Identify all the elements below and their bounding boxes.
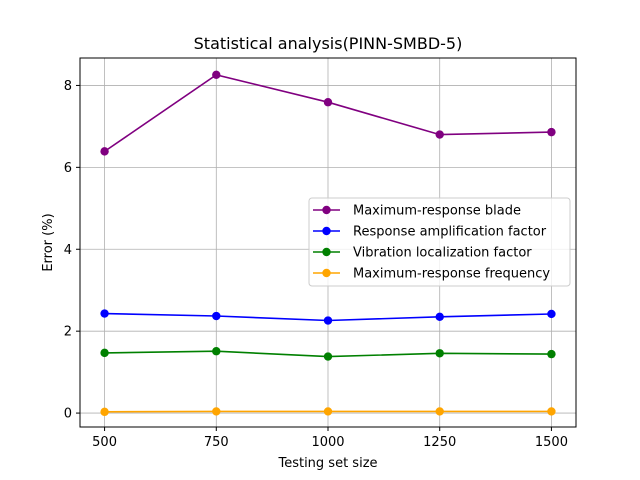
y-axis-label: Error (%) — [41, 213, 56, 271]
series-3 — [100, 347, 556, 361]
ticks-layer: 500 750 1000 1250 1500 0 2 4 6 8 — [64, 79, 568, 450]
data-point — [435, 349, 444, 358]
y-tick-label: 4 — [64, 243, 72, 258]
legend-entry: Response amplification factor — [313, 225, 547, 240]
x-tick-label: 500 — [92, 435, 117, 450]
data-point — [323, 98, 333, 107]
data-point — [323, 316, 333, 325]
y-tick-label: 0 — [64, 407, 72, 422]
y-tick-label: 2 — [64, 325, 72, 340]
data-point — [100, 348, 109, 358]
data-point — [435, 130, 444, 139]
legend-entry: Maximum-response blade — [313, 204, 521, 219]
y-tick-label: 6 — [64, 161, 72, 176]
x-tick-label: 750 — [204, 435, 229, 450]
x-axis-label: Testing set size — [277, 456, 377, 471]
data-point — [547, 349, 556, 359]
x-tick-label: 1000 — [311, 435, 344, 450]
data-point — [323, 407, 333, 416]
data-point — [435, 312, 444, 322]
legend-label: Vibration localization factor — [353, 246, 532, 261]
data-point — [100, 407, 109, 417]
data-point — [100, 309, 109, 318]
data-point — [547, 309, 556, 319]
data-point — [212, 70, 221, 79]
legend-box — [308, 197, 571, 287]
legend-marker — [322, 268, 331, 278]
data-point — [323, 352, 333, 361]
legend-marker — [322, 247, 331, 257]
y-tick-label: 8 — [64, 79, 72, 94]
series-1 — [100, 70, 556, 156]
data-point — [435, 407, 444, 416]
data-point — [547, 407, 556, 416]
series-layer — [100, 70, 556, 417]
legend-entry: Maximum-response frequency — [313, 267, 550, 282]
data-point — [100, 147, 109, 156]
legend: Maximum-response blade Response amplifica… — [308, 197, 571, 287]
x-tick-label: 1500 — [535, 435, 568, 450]
legend-marker — [322, 205, 331, 215]
data-point — [212, 311, 221, 321]
series-4 — [100, 407, 556, 417]
legend-label: Maximum-response blade — [353, 204, 521, 219]
legend-entry: Vibration localization factor — [313, 246, 532, 261]
legend-marker — [322, 226, 331, 236]
data-point — [547, 127, 556, 137]
series-2 — [100, 309, 556, 325]
chart-title: Statistical analysis(PINN-SMBD-5) — [194, 34, 463, 53]
data-point — [212, 407, 221, 416]
x-tick-label: 1250 — [423, 435, 456, 450]
legend-label: Maximum-response frequency — [353, 267, 550, 282]
data-point — [212, 347, 221, 356]
legend-label: Response amplification factor — [353, 225, 547, 240]
